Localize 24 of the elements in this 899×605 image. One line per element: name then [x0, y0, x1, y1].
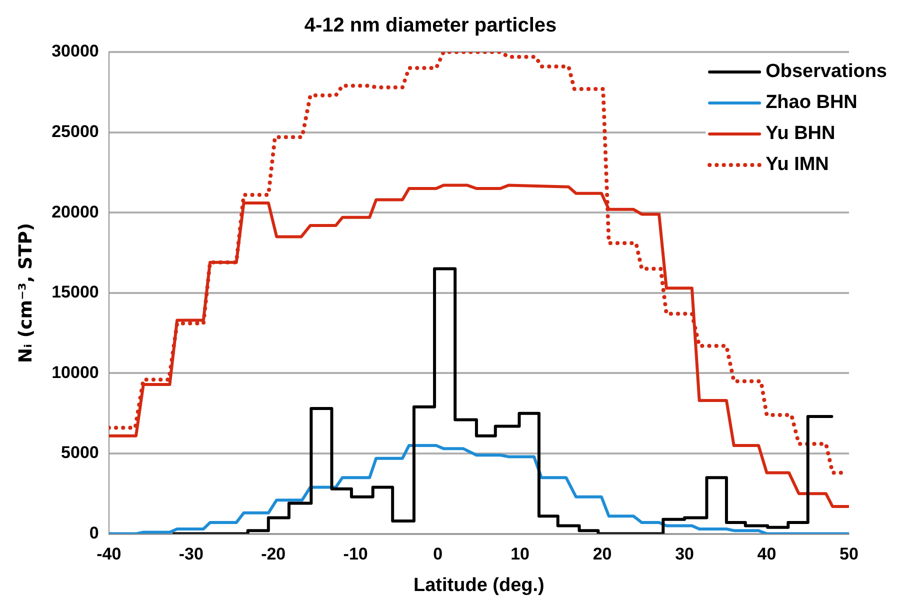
- legend-label: Zhao BHN: [766, 92, 858, 114]
- y-tick-label: 5000: [61, 443, 99, 462]
- x-tick-label: 10: [510, 544, 530, 564]
- legend-label: Observations: [766, 61, 888, 82]
- y-tick-label: 10000: [52, 362, 99, 382]
- x-tick-label: 30: [675, 544, 694, 564]
- chart-title: 4-12 nm diameter particles: [304, 14, 557, 37]
- y-tick-label: 20000: [52, 202, 99, 222]
- legend-label: Yu IMN: [766, 154, 829, 176]
- x-tick-label: 20: [592, 544, 612, 564]
- y-axis-title: Nᵢ (cm⁻³, STP): [15, 222, 36, 363]
- y-tick-label: 15000: [52, 282, 99, 302]
- x-tick-label: -10: [343, 544, 368, 564]
- x-tick-label: -40: [96, 544, 122, 564]
- x-tick-label: -20: [261, 544, 286, 564]
- y-tick-label: 30000: [52, 42, 99, 61]
- legend-label: Yu BHN: [766, 123, 836, 144]
- x-tick-label: -30: [178, 544, 204, 564]
- x-tick-label: 40: [757, 544, 776, 564]
- y-tick-label: 25000: [52, 122, 99, 141]
- x-axis-title: Latitude (deg.): [413, 574, 544, 596]
- x-tick-label: 50: [840, 544, 858, 564]
- y-tick-label: 0: [89, 523, 99, 542]
- x-tick-label: 0: [433, 544, 443, 564]
